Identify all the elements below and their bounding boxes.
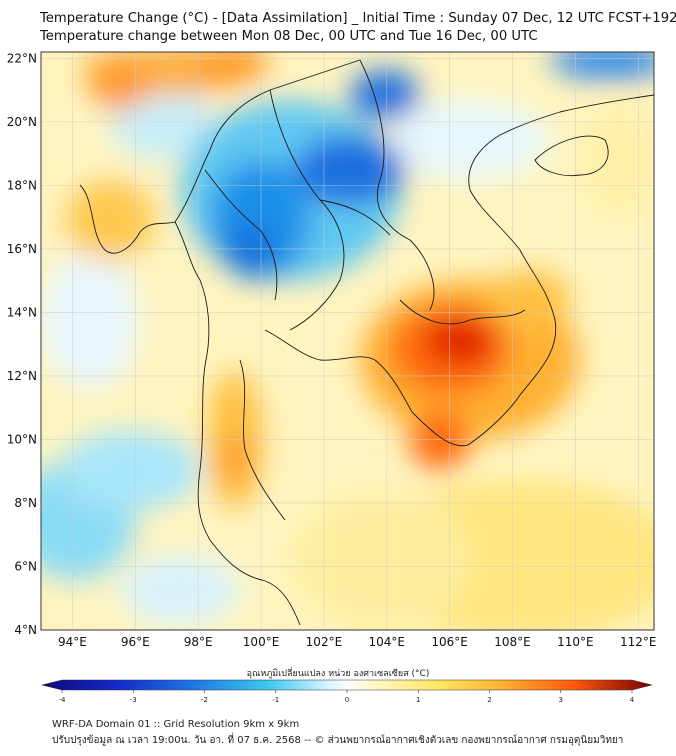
colorbar-tick-label: -4	[59, 696, 67, 704]
lon-tick-label: 102°E	[306, 635, 343, 649]
footer-update-info: ปรับปรุงข้อมูล ณ เวลา 19:00น. วัน อา. ที…	[52, 735, 624, 746]
colorbar-label: อุณหภูมิเปลี่ยนแปลง หน่วย องศาเซลเซียส (…	[246, 669, 430, 679]
lat-tick-label: 14°N	[7, 305, 37, 319]
footer-model-info: WRF-DA Domain 01 :: Grid Resolution 9km …	[52, 719, 300, 730]
colorbar-tick-label: 4	[630, 696, 635, 704]
map-subtitle: Temperature change between Mon 08 Dec, 0…	[40, 29, 538, 44]
map-title: Temperature Change (°C) - [Data Assimila…	[40, 11, 676, 26]
lon-tick-label: 96°E	[121, 635, 150, 649]
colorbar-tick-label: 1	[416, 696, 420, 704]
colorbar-tick-label: 0	[345, 696, 349, 704]
lat-tick-label: 10°N	[7, 432, 37, 446]
colorbar-tick-label: -3	[130, 696, 137, 704]
lon-tick-label: 98°E	[184, 635, 213, 649]
colorbar-tick-label: -1	[272, 696, 279, 704]
lat-tick-label: 16°N	[7, 242, 37, 256]
lon-tick-label: 106°E	[431, 635, 468, 649]
lat-tick-label: 22°N	[7, 51, 37, 65]
colorbar-tick-label: 2	[487, 696, 491, 704]
temperature-field	[41, 52, 654, 630]
colorbar-gradient	[41, 679, 653, 691]
lat-tick-label: 12°N	[7, 369, 37, 383]
coastlines-borders	[79, 59, 654, 626]
lon-tick-label: 100°E	[243, 635, 280, 649]
lat-tick-label: 18°N	[7, 178, 37, 192]
lat-tick-label: 6°N	[14, 559, 37, 573]
colorbar-ticks: -4 -3 -2 -1 0 1 2 3 4	[59, 690, 635, 704]
colorbar-tick-label: 3	[559, 696, 563, 704]
plot-frame	[40, 51, 655, 631]
longitude-axis: 94°E 96°E 98°E 100°E 102°E 104°E 106°E 108°E 110…	[58, 635, 657, 649]
lat-tick-label: 20°N	[7, 115, 37, 129]
colorbar-tick-label: -2	[201, 696, 208, 704]
lon-tick-label: 104°E	[369, 635, 406, 649]
colorbar: -4 -3 -2 -1 0 1 2 3 4	[41, 679, 653, 704]
lat-tick-label: 4°N	[14, 623, 37, 637]
lat-tick-label: 8°N	[14, 496, 37, 510]
latitude-axis: 22°N 20°N 18°N 16°N 14°N 12°N 10°N 8°N 6°N 4°N	[7, 51, 37, 637]
lon-tick-label: 94°E	[58, 635, 87, 649]
lon-tick-label: 110°E	[557, 635, 594, 649]
graticule	[41, 52, 654, 631]
lon-tick-label: 112°E	[620, 635, 657, 649]
lon-tick-label: 108°E	[494, 635, 531, 649]
